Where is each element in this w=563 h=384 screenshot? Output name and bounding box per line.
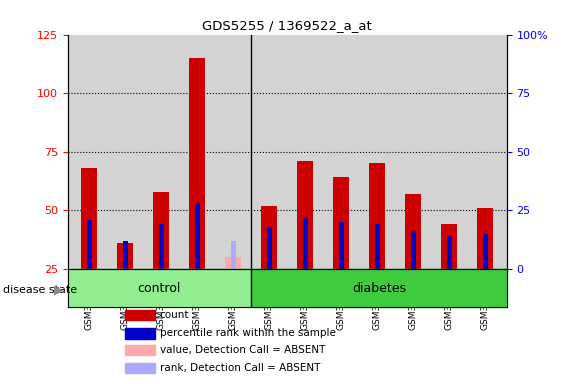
Bar: [81, 168, 97, 269]
Bar: [124, 310, 155, 320]
Bar: [230, 241, 236, 269]
Bar: [446, 236, 452, 269]
Bar: [225, 257, 241, 269]
Bar: [338, 222, 344, 269]
Bar: [153, 192, 169, 269]
Bar: [87, 220, 92, 269]
Title: GDS5255 / 1369522_a_at: GDS5255 / 1369522_a_at: [202, 19, 372, 32]
Bar: [117, 243, 133, 269]
Bar: [374, 224, 379, 269]
Text: percentile rank within the sample: percentile rank within the sample: [160, 328, 336, 338]
Text: diabetes: diabetes: [352, 281, 406, 295]
Text: value, Detection Call = ABSENT: value, Detection Call = ABSENT: [160, 345, 325, 355]
Bar: [124, 362, 155, 373]
Bar: [369, 164, 385, 269]
Bar: [441, 224, 457, 269]
Bar: [302, 217, 308, 269]
Bar: [261, 205, 277, 269]
Bar: [266, 227, 272, 269]
Text: disease state: disease state: [3, 285, 77, 295]
Text: ▶: ▶: [53, 283, 63, 296]
Bar: [189, 58, 205, 269]
Bar: [333, 177, 349, 269]
Bar: [68, 269, 251, 307]
Bar: [405, 194, 421, 269]
Bar: [123, 241, 128, 269]
Text: control: control: [138, 281, 181, 295]
Bar: [482, 234, 488, 269]
Bar: [124, 328, 155, 339]
Text: rank, Detection Call = ABSENT: rank, Detection Call = ABSENT: [160, 363, 320, 373]
Bar: [410, 231, 415, 269]
Bar: [251, 269, 507, 307]
Bar: [297, 161, 313, 269]
Bar: [124, 345, 155, 355]
Bar: [195, 203, 200, 269]
Bar: [477, 208, 493, 269]
Bar: [159, 224, 164, 269]
Text: count: count: [160, 310, 189, 320]
